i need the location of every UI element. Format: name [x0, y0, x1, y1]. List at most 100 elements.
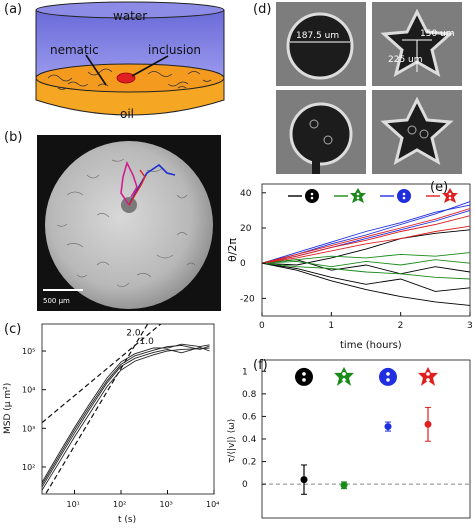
rotation-series-13 — [261, 225, 471, 264]
micrograph-circle-tail — [276, 90, 366, 174]
icon-dot-b-circle-with-tail — [386, 378, 390, 382]
panel-label-d: (d) — [253, 2, 272, 17]
panel-label-c: (c) — [4, 322, 22, 337]
x-tick-label-4: 10⁴ — [206, 500, 219, 509]
annotation-slope-2: 2.0 — [126, 329, 141, 339]
track-red — [128, 169, 146, 206]
legend-star-icon-2 — [350, 188, 366, 203]
panel-label-f: (f) — [253, 358, 268, 373]
y-tick-label-3: 20 — [240, 224, 252, 234]
icon-dot-a-star-with-tail — [426, 372, 430, 376]
scale-bar — [43, 289, 83, 291]
x-tick-label-3: 2 — [398, 321, 404, 331]
legend-dot-a-1 — [310, 192, 314, 196]
plot-frame — [261, 359, 471, 519]
legend-dot-b-4 — [448, 196, 452, 200]
micrograph-star-tail — [372, 90, 462, 174]
msd-chart: 10¹ 10² 10³ 10⁴ 10² 10³ 10⁴ 10⁵ 2.01.0 t (s) MSD (… — [3, 323, 219, 525]
y-tick-label-1: 10² — [22, 463, 35, 472]
icon-dot-a-circle — [302, 372, 306, 376]
track-magenta — [120, 160, 138, 206]
icon-dot-b-star — [342, 378, 346, 382]
micrograph-circle: 187.5 um — [276, 2, 366, 86]
y-tick-label-3: 0.4 — [242, 435, 257, 445]
plot-area — [42, 324, 210, 494]
plot-frame — [261, 183, 471, 317]
x-tick-label-2: 10² — [113, 500, 126, 509]
y-tick-label-2: 10³ — [22, 424, 35, 433]
rotation-series-7 — [261, 252, 471, 264]
water-top — [35, 1, 225, 19]
y-tick-label-1: -20 — [240, 294, 255, 304]
legend-circle-icon-1 — [305, 189, 319, 203]
icon-dot-b-star-with-tail — [426, 378, 430, 382]
point-star — [340, 481, 348, 489]
panel-label-b: (b) — [4, 130, 23, 145]
legend-dot-a-3 — [402, 192, 406, 196]
msd-series-2 — [42, 346, 210, 488]
point-circle — [300, 476, 308, 484]
y-tick-label-4: 0.6 — [242, 412, 257, 422]
dish-circle — [45, 141, 213, 309]
rotation-series-5 — [261, 259, 471, 268]
plot-frame — [41, 323, 215, 495]
nematic-pointer — [85, 54, 107, 86]
microscope-image-b: 500 μm — [37, 135, 221, 311]
nematic-label: nematic — [50, 43, 99, 57]
rotation-series-3 — [261, 229, 471, 266]
inclusion-blob — [116, 72, 136, 84]
legend-dot-b-1 — [310, 196, 314, 200]
rotation-series-12 — [261, 208, 471, 264]
oil-label: oil — [120, 107, 134, 121]
rotation-series-10 — [261, 204, 471, 264]
dim-circle-label: 187.5 um — [296, 31, 339, 41]
y-tick-label-6: 1 — [242, 367, 248, 377]
y-tick-label-4: 40 — [240, 189, 252, 199]
water-label: water — [113, 9, 147, 23]
x-tick-label-3: 10³ — [160, 500, 173, 509]
x-tick-label-2: 1 — [328, 321, 334, 331]
guide-line-2.0 — [44, 324, 149, 494]
legend-dot-a-4 — [448, 192, 452, 196]
x-tick-label-1: 0 — [259, 321, 265, 331]
rotation-series-6 — [261, 262, 471, 280]
inclusion-pointer — [131, 55, 169, 77]
icon-star-star — [334, 366, 354, 386]
icon-dot-a-star — [342, 372, 346, 376]
icon-dot-b-circle — [302, 378, 306, 382]
panel-label-a: (a) — [4, 2, 23, 17]
rotation-series-11 — [261, 215, 471, 264]
y-tick-label-3: 10⁴ — [22, 386, 35, 395]
dim-star-outer-label: 225 um — [388, 55, 423, 65]
nematic-texture — [47, 68, 212, 90]
angular-velocity-chart: 0 0.2 0.4 0.6 0.8 1 τ/⟨|v|⟩ ⟨ω⟩ — [227, 359, 471, 519]
y-tick-label-2: 0 — [240, 259, 246, 269]
y-axis-label: τ/⟨|v|⟩ ⟨ω⟩ — [227, 419, 237, 463]
scale-bar-label: 500 μm — [43, 297, 70, 305]
x-axis-label: t (s) — [118, 515, 136, 525]
track-blue — [128, 163, 176, 206]
msd-series-1 — [42, 347, 210, 491]
msd-series-3 — [42, 344, 210, 485]
legend-dot-b-3 — [402, 196, 406, 200]
y-tick-label-4: 10⁵ — [22, 347, 35, 356]
icon-star-star-with-tail — [418, 366, 438, 386]
x-tick-label-4: 3 — [467, 321, 473, 331]
inclusion-label: inclusion — [148, 43, 201, 57]
x-tick-label-1: 10¹ — [67, 500, 80, 509]
legend-star-icon-4 — [442, 188, 458, 203]
point-star-with-tail — [424, 420, 432, 428]
msd-series-4 — [42, 343, 210, 483]
legend-circle-icon-3 — [397, 189, 411, 203]
icon-circle-circle — [295, 367, 313, 386]
micrograph-star: 150 um 225 um — [372, 2, 462, 86]
legend-dot-b-2 — [356, 196, 360, 200]
x-axis-label: time (hours) — [340, 340, 402, 351]
icon-circle-circle-with-tail — [379, 367, 397, 386]
icon-dot-a-circle-with-tail — [386, 372, 390, 376]
y-tick-label-2: 0.2 — [242, 458, 256, 468]
y-axis-label: MSD (μ m²) — [3, 383, 13, 434]
rotation-chart: 0 1 2 3 -20 0 20 40 time (hours) θ/2π — [226, 183, 473, 351]
rotation-series-1 — [261, 262, 471, 292]
y-tick-label-5: 0.8 — [242, 390, 257, 400]
